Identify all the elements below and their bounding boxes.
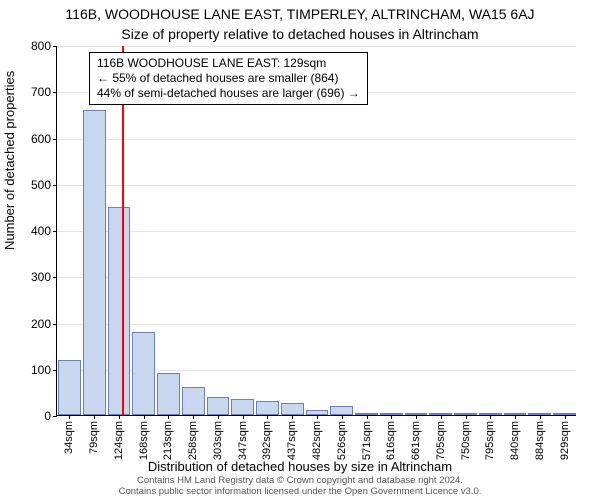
x-tick-label: 168sqm: [138, 421, 150, 460]
x-tick: [466, 415, 467, 419]
x-tick: [490, 415, 491, 419]
x-tick: [540, 415, 541, 419]
x-tick-label: 795sqm: [484, 421, 496, 460]
gridline: [57, 231, 576, 232]
y-tick: [53, 185, 57, 186]
x-tick-label: 661sqm: [410, 421, 422, 460]
y-tick-label: 700: [31, 85, 51, 99]
gridline: [57, 185, 576, 186]
x-tick: [367, 415, 368, 419]
legend-line-1: 116B WOODHOUSE LANE EAST: 129sqm: [97, 56, 360, 71]
x-tick: [292, 415, 293, 419]
histogram-bar: [231, 399, 254, 415]
x-tick: [94, 415, 95, 419]
x-tick-label: 347sqm: [237, 421, 249, 460]
x-tick-label: 840sqm: [509, 421, 521, 460]
x-tick: [416, 415, 417, 419]
plot-area: 010020030040050060070080034sqm79sqm124sq…: [56, 46, 576, 416]
x-tick-label: 258sqm: [187, 421, 199, 460]
x-tick: [317, 415, 318, 419]
x-tick-label: 571sqm: [361, 421, 373, 460]
y-tick-label: 800: [31, 39, 51, 53]
x-tick-label: 34sqm: [63, 421, 75, 454]
x-tick: [69, 415, 70, 419]
x-tick-label: 526sqm: [336, 421, 348, 460]
histogram-bar: [157, 373, 180, 415]
chart-title: 116B, WOODHOUSE LANE EAST, TIMPERLEY, AL…: [0, 6, 600, 22]
x-tick-label: 750sqm: [460, 421, 472, 460]
x-tick: [342, 415, 343, 419]
y-tick-label: 0: [44, 409, 51, 423]
y-tick-label: 100: [31, 363, 51, 377]
y-tick-label: 600: [31, 132, 51, 146]
histogram-bar: [207, 397, 230, 416]
x-tick-label: 213sqm: [162, 421, 174, 460]
gridline: [57, 277, 576, 278]
histogram-bar: [182, 387, 205, 415]
histogram-bar: [256, 401, 279, 415]
y-tick: [53, 416, 57, 417]
gridline: [57, 324, 576, 325]
histogram-bar: [281, 403, 304, 415]
y-tick: [53, 46, 57, 47]
x-tick: [441, 415, 442, 419]
x-tick: [243, 415, 244, 419]
x-tick: [515, 415, 516, 419]
x-tick: [391, 415, 392, 419]
x-tick-label: 303sqm: [212, 421, 224, 460]
footer-attribution: Contains HM Land Registry data © Crown c…: [0, 476, 600, 498]
x-tick: [168, 415, 169, 419]
x-tick-label: 392sqm: [261, 421, 273, 460]
x-tick: [193, 415, 194, 419]
histogram-bar: [83, 110, 106, 415]
y-tick-label: 500: [31, 178, 51, 192]
gridline: [57, 46, 576, 47]
legend-box: 116B WOODHOUSE LANE EAST: 129sqm ← 55% o…: [89, 52, 368, 105]
x-tick-label: 437sqm: [286, 421, 298, 460]
x-axis-label: Distribution of detached houses by size …: [0, 459, 600, 474]
legend-line-2: ← 55% of detached houses are smaller (86…: [97, 71, 360, 86]
y-tick-label: 200: [31, 317, 51, 331]
y-tick: [53, 324, 57, 325]
histogram-bar: [108, 207, 131, 415]
x-tick: [119, 415, 120, 419]
y-tick: [53, 277, 57, 278]
x-tick-label: 79sqm: [88, 421, 100, 454]
x-tick: [565, 415, 566, 419]
x-tick-label: 884sqm: [534, 421, 546, 460]
footer-line-2: Contains public sector information licen…: [0, 487, 600, 498]
x-tick: [267, 415, 268, 419]
y-tick: [53, 139, 57, 140]
y-axis-label: Number of detached properties: [2, 71, 17, 250]
x-tick-label: 929sqm: [559, 421, 571, 460]
y-tick-label: 300: [31, 270, 51, 284]
legend-line-3: 44% of semi-detached houses are larger (…: [97, 86, 360, 101]
x-tick: [218, 415, 219, 419]
gridline: [57, 139, 576, 140]
histogram-bar: [58, 360, 81, 416]
x-tick: [144, 415, 145, 419]
histogram-bar: [330, 406, 353, 415]
histogram-bar: [132, 332, 155, 415]
x-tick-label: 124sqm: [113, 421, 125, 460]
x-tick-label: 616sqm: [385, 421, 397, 460]
y-tick: [53, 92, 57, 93]
chart-subtitle: Size of property relative to detached ho…: [0, 26, 600, 42]
x-tick-label: 482sqm: [311, 421, 323, 460]
y-tick-label: 400: [31, 224, 51, 238]
x-tick-label: 705sqm: [435, 421, 447, 460]
y-tick: [53, 370, 57, 371]
y-tick: [53, 231, 57, 232]
